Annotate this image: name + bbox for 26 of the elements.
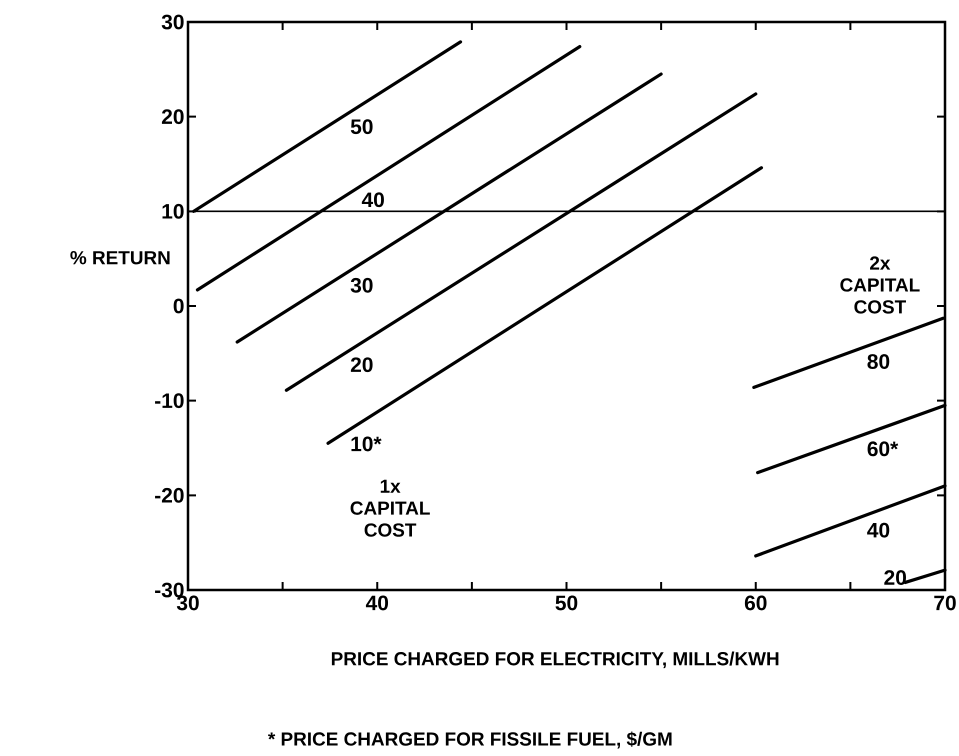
series-label: 30 (350, 278, 373, 293)
annotation: 2x CAPITAL COST (840, 256, 920, 314)
series-label: 80 (867, 354, 890, 369)
y-tick-label: -30 (155, 582, 184, 598)
y-tick-label: 0 (174, 298, 184, 314)
series-label: 60* (868, 441, 898, 456)
x-axis-title: PRICE CHARGED FOR ELECTRICITY, MILLS/KWH (332, 652, 778, 668)
series-label: 10* (351, 436, 382, 452)
x-tick-label: 70 (934, 596, 956, 610)
legend-label: 20 (884, 570, 906, 585)
x-tick-label: 60 (744, 596, 767, 610)
series-label: 20 (350, 357, 373, 372)
y-tick-label: 30 (162, 14, 184, 30)
annotation: 1x CAPITAL COST (350, 480, 430, 537)
x-tick-label: 30 (176, 596, 199, 610)
series-label: 50 (350, 119, 373, 134)
y-tick-label: 20 (162, 109, 184, 124)
x-tick-label: 40 (366, 596, 388, 610)
x-tick-label: 50 (556, 596, 578, 610)
y-tick-label: 10 (162, 204, 184, 219)
y-axis-title: % RETURN (70, 251, 170, 264)
series-label: 40 (867, 522, 890, 538)
y-tick-label: -20 (155, 488, 184, 503)
series-label: 40 (362, 192, 384, 208)
y-tick-label: -10 (155, 393, 184, 408)
text: * PRICE CHARGED FOR FISSILE FUEL, $/GM (268, 731, 672, 748)
